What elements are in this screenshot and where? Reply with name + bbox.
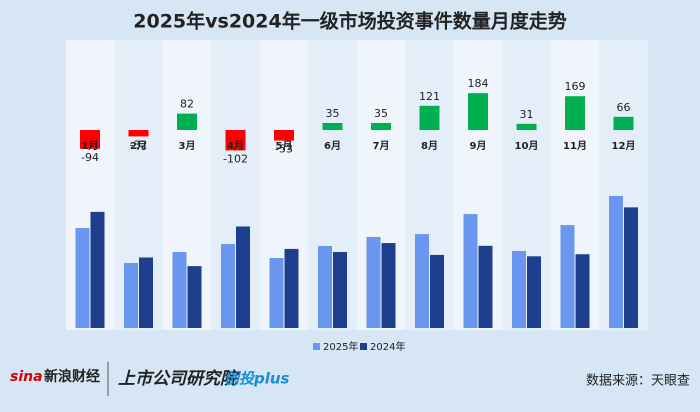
bar bbox=[75, 228, 90, 328]
diff-bar bbox=[128, 130, 149, 137]
bar bbox=[430, 254, 444, 328]
diff-label: 184 bbox=[468, 77, 489, 90]
month-label: 7月 bbox=[373, 140, 390, 152]
diff-bar bbox=[565, 96, 585, 130]
diff-bar bbox=[468, 93, 488, 130]
month-label: 9月 bbox=[470, 140, 487, 152]
bar bbox=[139, 257, 153, 328]
diff-bar bbox=[419, 105, 440, 130]
month-label: 11月 bbox=[563, 140, 587, 152]
stripe bbox=[550, 40, 600, 330]
month-label: 6月 bbox=[324, 140, 341, 152]
diff-label: 66 bbox=[617, 101, 631, 114]
diff-bar bbox=[274, 130, 294, 141]
month-label: 10月 bbox=[515, 140, 539, 152]
diff-label: -32 bbox=[130, 138, 148, 151]
diff-bar bbox=[613, 116, 634, 130]
legend-label: 2025年 bbox=[323, 340, 358, 353]
bar bbox=[187, 266, 202, 328]
bar bbox=[172, 252, 187, 328]
month-label: 4月 bbox=[227, 140, 244, 152]
stripe bbox=[162, 40, 212, 330]
diff-bar bbox=[80, 130, 100, 149]
bar bbox=[463, 214, 478, 328]
source: 数据来源：天眼查 bbox=[586, 374, 690, 389]
bar bbox=[269, 258, 284, 328]
brand: 新浪财经 bbox=[44, 368, 100, 385]
plus-logo: 创投plus bbox=[224, 370, 290, 388]
bar bbox=[381, 243, 396, 328]
column-stripes bbox=[65, 40, 600, 330]
diff-label: 169 bbox=[565, 80, 586, 93]
diff-bar bbox=[516, 123, 537, 130]
bar bbox=[124, 263, 138, 328]
bar bbox=[415, 234, 429, 328]
bar bbox=[284, 248, 299, 328]
legend-label: 2024年 bbox=[370, 340, 405, 353]
stripe bbox=[453, 40, 503, 330]
month-label: 8月 bbox=[421, 140, 438, 152]
month-label: 12月 bbox=[612, 140, 636, 152]
diff-label: 35 bbox=[374, 107, 388, 120]
bar bbox=[366, 237, 381, 328]
diff-label: 121 bbox=[419, 90, 440, 103]
month-label: 1月 bbox=[82, 140, 99, 152]
stripe bbox=[65, 40, 115, 330]
bar bbox=[333, 252, 347, 328]
bar bbox=[236, 226, 250, 328]
bar bbox=[527, 256, 541, 328]
diff-label: -102 bbox=[223, 152, 248, 165]
diff-label: 35 bbox=[326, 107, 340, 120]
diff-label: -53 bbox=[275, 143, 293, 156]
diff-bar bbox=[322, 123, 343, 130]
bar bbox=[478, 245, 493, 328]
sina-logo: sina bbox=[10, 369, 43, 385]
bar bbox=[560, 225, 575, 328]
legend-swatch bbox=[360, 343, 367, 350]
chart-title: 2025年vs2024年一级市场投资事件数量月度走势 bbox=[133, 10, 566, 33]
month-label: 5月 bbox=[276, 140, 293, 152]
bar bbox=[90, 211, 105, 328]
bar bbox=[512, 250, 526, 328]
diff-bar bbox=[177, 113, 197, 130]
bar bbox=[609, 196, 623, 328]
diff-bar bbox=[371, 123, 391, 130]
month-label: 3月 bbox=[179, 140, 196, 152]
bar bbox=[221, 244, 235, 328]
bar bbox=[575, 254, 590, 328]
institute: 上市公司研究院 bbox=[118, 369, 240, 389]
diff-bar bbox=[225, 130, 246, 151]
stripe bbox=[259, 40, 309, 330]
bar bbox=[318, 245, 332, 328]
diff-label: -94 bbox=[81, 151, 99, 164]
legend-swatch bbox=[313, 343, 320, 350]
diff-label: 82 bbox=[180, 98, 194, 111]
diff-label: 31 bbox=[520, 108, 534, 121]
stripe bbox=[356, 40, 406, 330]
bar bbox=[624, 207, 638, 328]
month-label: 2月 bbox=[130, 140, 147, 152]
